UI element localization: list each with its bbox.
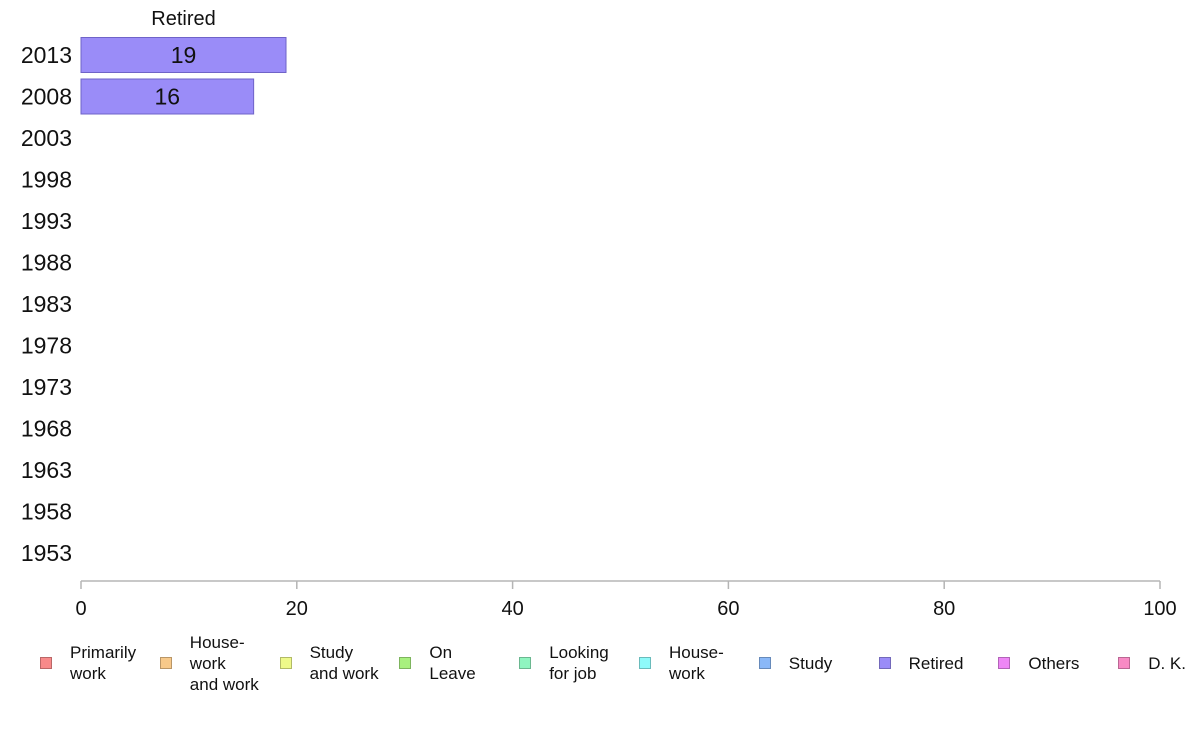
category-label: 1968 <box>21 416 72 442</box>
legend-item: House- work <box>639 642 724 684</box>
chart: 2013 2008 2003 1998 1993 1988 1983 1978 1973 1968… <box>21 8 1177 620</box>
x-tick-label: 60 <box>717 598 739 620</box>
legend-item: Looking for job <box>519 642 609 684</box>
legend-swatch <box>279 657 292 669</box>
category-label: 1958 <box>21 499 72 525</box>
legend-swatch <box>878 657 891 669</box>
legend-item: D. K. <box>1118 653 1186 674</box>
category-label: 2008 <box>21 84 72 110</box>
x-tick-label: 20 <box>286 598 308 620</box>
legend-label: House- work <box>669 643 724 683</box>
legend-item: Primarily work <box>40 642 136 684</box>
category-label: 1988 <box>21 250 72 276</box>
legend-label: Study <box>788 653 833 673</box>
category-label: 2013 <box>21 42 72 68</box>
legend-label: Retired <box>908 653 964 673</box>
legend: Primarily work House- work and work Study … <box>0 632 1188 702</box>
category-label: 1983 <box>21 291 72 317</box>
x-tick-label: 100 <box>1143 598 1176 620</box>
series-header: Retired <box>151 8 215 30</box>
x-tick-label: 40 <box>501 598 523 620</box>
legend-swatch <box>998 657 1011 669</box>
bar-value-label: 19 <box>171 42 197 68</box>
legend-label: D. K. <box>1148 653 1186 673</box>
legend-item: On Leave <box>399 642 476 684</box>
legend-label: On Leave <box>429 643 476 683</box>
legend-swatch <box>519 657 532 669</box>
legend-label: Primarily work <box>70 643 137 683</box>
bar-value-label: 16 <box>155 84 181 110</box>
legend-swatch <box>1118 657 1131 669</box>
legend-label: Others <box>1028 653 1080 673</box>
legend-item: House- work and work <box>159 632 259 695</box>
legend-item: Others <box>998 653 1079 674</box>
category-label: 1998 <box>21 167 72 193</box>
legend-swatch <box>159 657 172 669</box>
x-tick-label: 0 <box>75 598 86 620</box>
legend-item: Retired <box>878 653 964 674</box>
category-label: 1978 <box>21 333 72 359</box>
legend-label: Looking for job <box>549 643 609 683</box>
legend-item: Study <box>758 653 833 674</box>
category-label: 1953 <box>21 540 72 566</box>
legend-item: Study and work <box>279 642 379 684</box>
legend-swatch <box>399 657 412 669</box>
legend-swatch <box>639 657 651 669</box>
legend-label: Study and work <box>309 643 379 683</box>
x-tick-label: 80 <box>933 598 955 620</box>
legend-label: House- work and work <box>189 632 259 694</box>
bar <box>80 37 287 73</box>
legend-swatch <box>758 657 771 669</box>
category-label: 1993 <box>21 208 72 234</box>
category-label: 2003 <box>21 125 72 151</box>
bar <box>80 78 255 115</box>
legend-swatch <box>40 657 52 669</box>
category-label: 1973 <box>21 374 72 400</box>
category-label: 1963 <box>21 457 72 483</box>
